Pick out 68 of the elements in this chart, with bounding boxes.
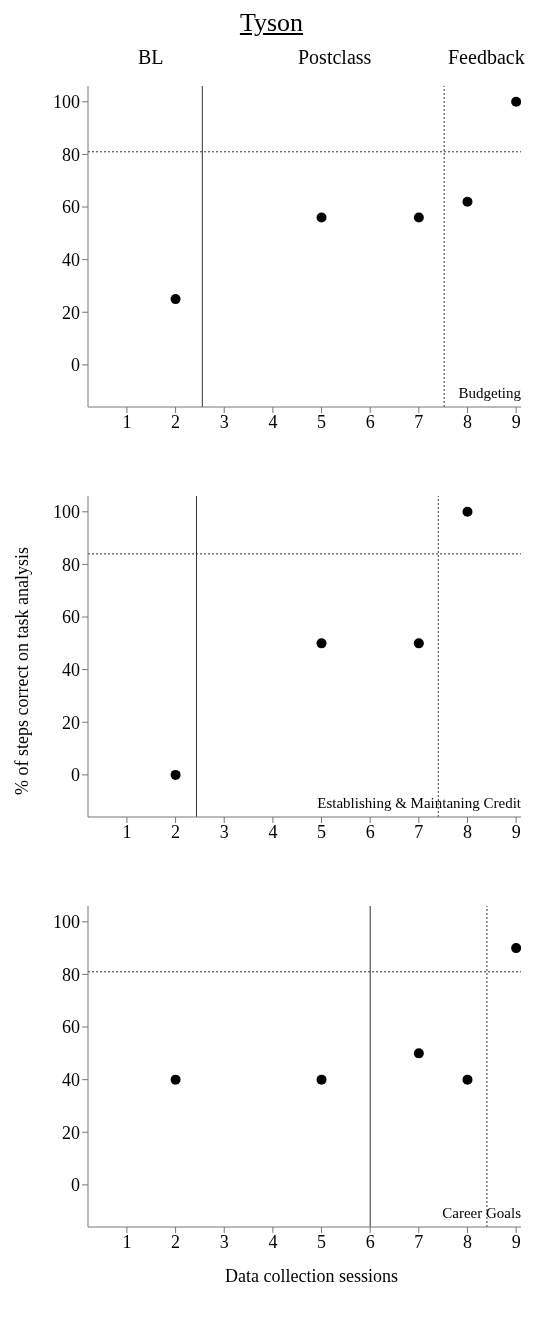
y-tick-label: 20 (62, 302, 80, 323)
x-tick-label: 7 (414, 1231, 424, 1252)
point (511, 943, 521, 954)
x-tick-label: 5 (317, 1231, 327, 1252)
point (413, 212, 424, 223)
point (170, 1074, 181, 1085)
point (462, 506, 473, 517)
x-tick-label: 1 (122, 821, 132, 842)
x-tick-label: 8 (462, 411, 472, 432)
x-tick-label: 4 (268, 411, 278, 432)
point (462, 1074, 473, 1085)
y-tick-label: 100 (53, 912, 80, 933)
y-tick-label: 20 (62, 1122, 80, 1143)
x-tick-label: 3 (219, 1231, 229, 1252)
x-tick-label: 3 (219, 411, 229, 432)
y-tick-label: 0 (71, 765, 80, 786)
x-tick-label: 4 (268, 1231, 278, 1252)
point (170, 769, 181, 780)
x-tick-label: 8 (462, 1231, 472, 1252)
x-tick-label: 1 (122, 1231, 132, 1252)
y-tick-label: 40 (62, 1070, 80, 1091)
y-axis-title: % of steps correct on task analysis (11, 547, 33, 795)
x-tick-label: 9 (511, 821, 521, 842)
x-tick-label: 7 (414, 411, 424, 432)
y-tick-label: 60 (62, 197, 80, 218)
y-tick-label: 100 (53, 502, 80, 523)
point (170, 294, 181, 305)
x-tick-label: 5 (317, 411, 327, 432)
x-tick-label: 7 (414, 821, 424, 842)
y-tick-label: 20 (62, 712, 80, 733)
x-tick-label: 6 (365, 821, 375, 842)
x-tick-label: 9 (511, 1231, 521, 1252)
y-tick-label: 60 (62, 607, 80, 628)
annotation: Establishing & Maintaning Credit (317, 795, 521, 812)
point (413, 638, 424, 649)
point (316, 212, 327, 223)
text: BL (138, 46, 164, 69)
x-tick-label: 1 (122, 411, 132, 432)
x-tick-label: 6 (365, 411, 375, 432)
x-axis-title: Data collection sessions (224, 1266, 399, 1287)
chart-title: Tyson (238, 8, 305, 39)
point (413, 1048, 424, 1059)
x-tick-label: 9 (511, 411, 521, 432)
y-tick-label: 60 (62, 1017, 80, 1038)
y-tick-label: 40 (62, 660, 80, 681)
x-tick-label: 6 (365, 1231, 375, 1252)
y-tick-label: 40 (62, 250, 80, 271)
y-tick-label: 100 (53, 92, 80, 113)
y-tick-label: 80 (62, 964, 80, 985)
x-tick-label: 5 (317, 821, 327, 842)
point (511, 96, 521, 107)
point (462, 196, 473, 207)
annotation: Career Goals (442, 1205, 521, 1222)
point (316, 638, 327, 649)
y-tick-label: 80 (62, 554, 80, 575)
x-tick-label: 2 (171, 821, 181, 842)
x-tick-label: 2 (171, 1231, 181, 1252)
x-tick-label: 8 (462, 821, 472, 842)
y-tick-label: 80 (62, 144, 80, 165)
annotation: Budgeting (458, 385, 521, 402)
point (316, 1074, 327, 1085)
y-tick-label: 0 (71, 1175, 80, 1196)
x-tick-label: 3 (219, 821, 229, 842)
x-tick-label: 4 (268, 821, 278, 842)
text: Feedback (448, 46, 525, 69)
x-tick-label: 2 (171, 411, 181, 432)
text: Postclass (298, 46, 372, 69)
y-tick-label: 0 (71, 355, 80, 376)
